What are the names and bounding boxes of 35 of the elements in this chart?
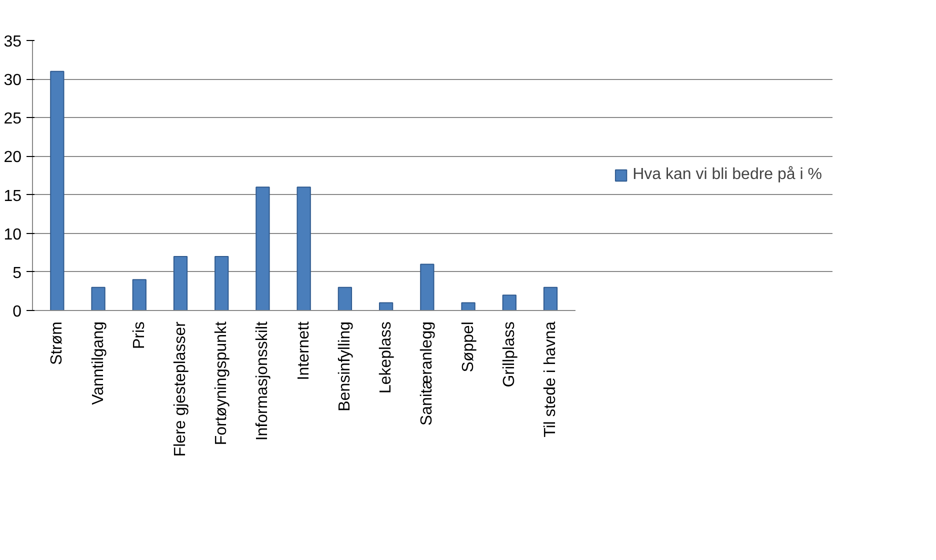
bar xyxy=(378,302,394,310)
y-tick-label: 25 xyxy=(4,110,22,128)
x-tick-label: Grillplass xyxy=(500,321,518,388)
y-tick-label: 35 xyxy=(4,34,22,50)
x-tick-label: Lekeplass xyxy=(378,322,395,394)
x-tick-label: Fortøyningspunkt xyxy=(213,320,230,446)
bar xyxy=(502,294,516,310)
bar xyxy=(543,286,558,310)
bar xyxy=(256,186,270,310)
bar xyxy=(214,256,229,310)
x-tick-label: Vanntilgang xyxy=(90,322,107,405)
x-tick-label: Sanitæranlegg xyxy=(418,321,436,426)
x-tick-label: Informasjonsskilt xyxy=(254,320,272,441)
y-tick-label: 20 xyxy=(4,149,22,166)
y-tick-label: 30 xyxy=(4,72,22,90)
bar xyxy=(132,279,146,310)
x-tick-label: Til stede i havna xyxy=(542,321,560,438)
bar xyxy=(173,256,188,310)
bar xyxy=(50,70,64,310)
y-tick-label: 10 xyxy=(4,226,22,244)
y-tick-label: 15 xyxy=(4,188,22,205)
x-tick-label: Strøm xyxy=(48,322,66,366)
x-tick-label: Internett xyxy=(295,320,312,380)
bar xyxy=(338,286,352,310)
x-tick-label: Flere gjesteplasser xyxy=(172,320,189,457)
x-tick-label: Bensinfylling xyxy=(336,322,354,412)
bar xyxy=(461,302,476,310)
legend-label: Hva kan vi bli bedre på i % xyxy=(632,166,822,184)
bar xyxy=(420,264,434,310)
x-tick-label: Pris xyxy=(130,321,148,350)
y-tick-label: 5 xyxy=(12,264,22,282)
x-tick-label: Søppel xyxy=(460,321,477,372)
bar xyxy=(91,286,106,310)
y-tick-label: 0 xyxy=(12,304,22,320)
bar xyxy=(296,186,311,310)
